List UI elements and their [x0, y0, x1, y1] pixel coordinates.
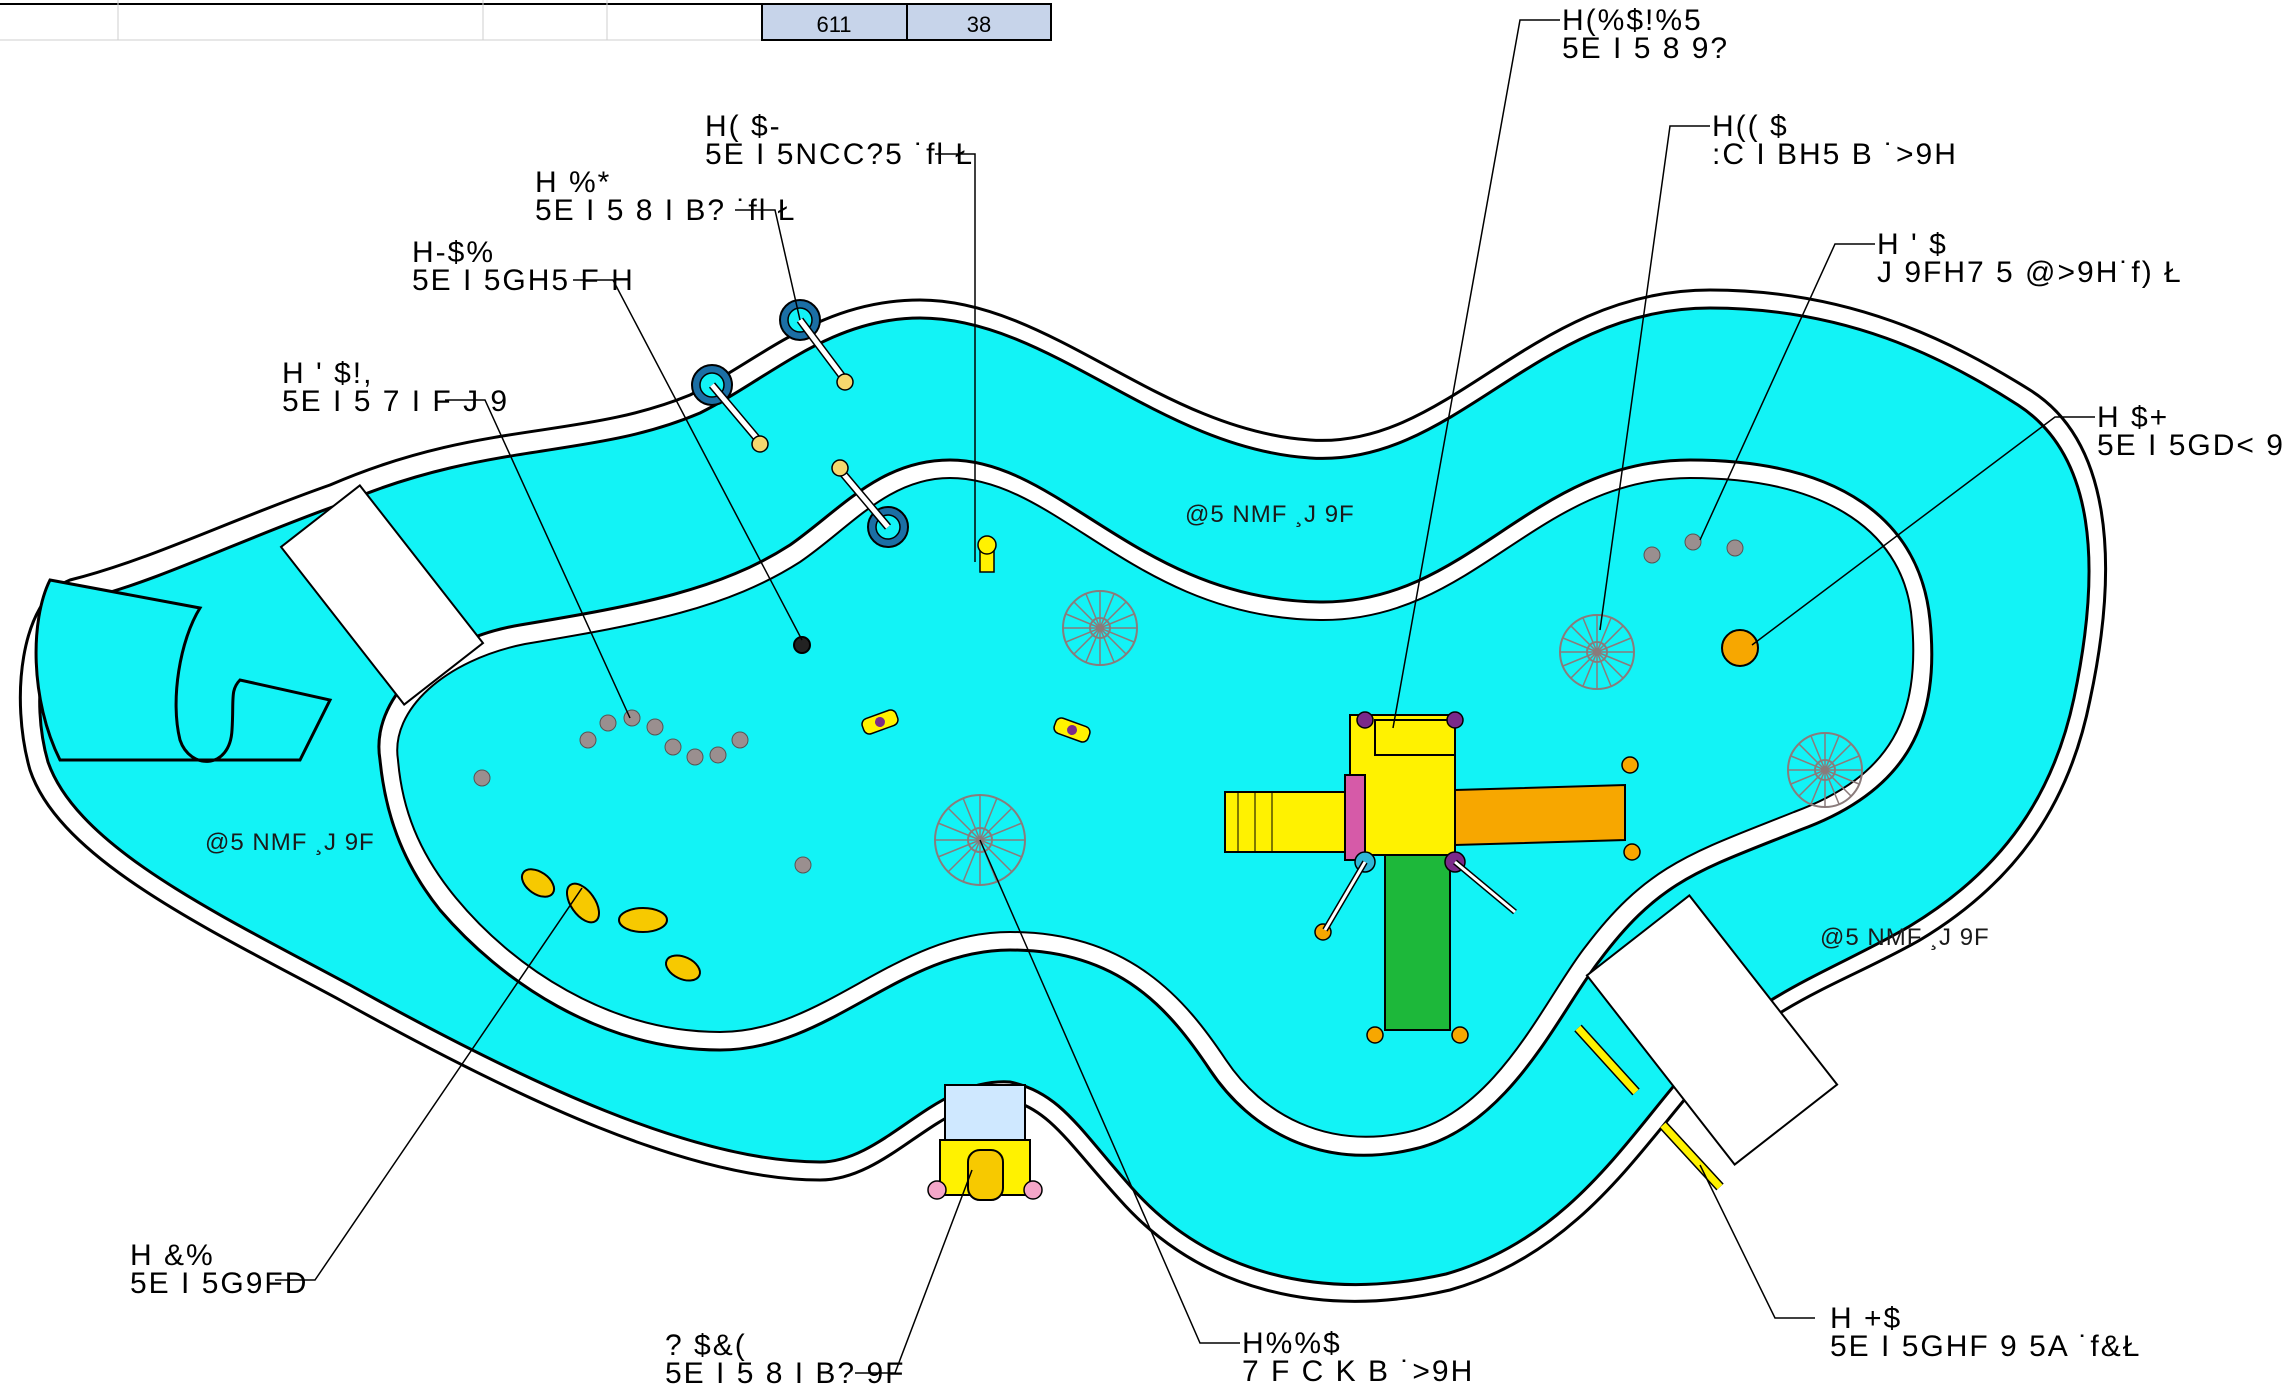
callout-name: 5E I 5 8 I B? 9F	[665, 1357, 905, 1390]
zone-label-right: @5 NMF ¸J 9F	[1820, 924, 1990, 951]
schedule-table: 611 38	[0, 0, 1052, 41]
play-structure	[1224, 711, 1641, 1044]
zone-label-left: @5 NMF ¸J 9F	[205, 829, 375, 856]
deck-walkway-right	[1585, 894, 1839, 1166]
spinner-2	[1053, 717, 1091, 743]
callout-code: ? $&(	[665, 1329, 747, 1362]
small-bollard	[977, 535, 997, 573]
callout-code: H %*	[535, 166, 611, 199]
callout-code: H%%$	[1242, 1327, 1342, 1360]
ring-jet-2	[691, 364, 769, 453]
water-cannon-feature	[927, 1084, 1043, 1201]
callout-code: H( $-	[705, 110, 782, 143]
callout-name: 5E I 5GHF 9 5A ˙f&Ł	[1830, 1330, 2141, 1363]
splash-pad-pool	[18, 288, 2108, 1303]
spray-grate-1	[1062, 590, 1138, 666]
yellow-rails	[1574, 1024, 1724, 1191]
ring-jet-3	[831, 459, 909, 548]
callout-code: H ' $!,	[282, 357, 373, 390]
callout-name: J 9FH7 5 @>9H˙f) Ł	[1877, 256, 2183, 289]
equipment	[473, 299, 1863, 1201]
callout-name: 5E I 5GD< 9F9	[2097, 429, 2285, 462]
ground-sprays	[473, 533, 1744, 874]
callout-code: H &%	[130, 1239, 215, 1272]
orange-ball-sprayer	[1721, 629, 1759, 667]
table-value-2: 38	[967, 12, 991, 37]
callout-name: 5E I 5 7 I F J 9	[282, 385, 509, 418]
deck-walkway-left	[279, 484, 485, 706]
callout-name: 5E I 5 8 I B? ˙fl Ł	[535, 194, 796, 227]
floor-drain	[793, 636, 811, 654]
table-cell-value-2	[906, 3, 1052, 41]
callout-name: 5E I 5G9FD	[130, 1267, 308, 1300]
callout-name: :C I BH5 B ˙>9H	[1712, 138, 1958, 171]
callout-code: H +$	[1830, 1302, 1902, 1335]
pool-left-arm	[34, 578, 333, 763]
callout-name: 5E I 5GH5 F H	[412, 264, 635, 297]
table-value-1: 611	[816, 12, 851, 37]
callout-code: H-$%	[412, 236, 495, 269]
callout-code: H(%$!%5	[1562, 4, 1703, 37]
callout-code: H(( $	[1712, 110, 1789, 143]
zone-label-center: @5 NMF ¸J 9F	[1185, 501, 1355, 528]
callout-code: H $+	[2097, 401, 2169, 434]
callout-name: 7 F C K B ˙>9H	[1242, 1355, 1474, 1388]
callout-name: 5E I 5NCC?5 ˙fl Ł	[705, 138, 974, 171]
leader-lines	[275, 19, 2095, 1374]
callout-name: 5E I 5 8 9?	[1562, 32, 1729, 65]
spray-grate-3	[1559, 614, 1635, 690]
callouts: H(%$!%5 5E I 5 8 9? H( $- 5E I 5NCC?5 ˙f…	[130, 4, 2285, 1390]
floating-toys	[520, 868, 701, 982]
spinner-1	[861, 709, 899, 735]
callout-code: H ' $	[1877, 228, 1948, 261]
spray-grate-4	[1787, 732, 1863, 808]
